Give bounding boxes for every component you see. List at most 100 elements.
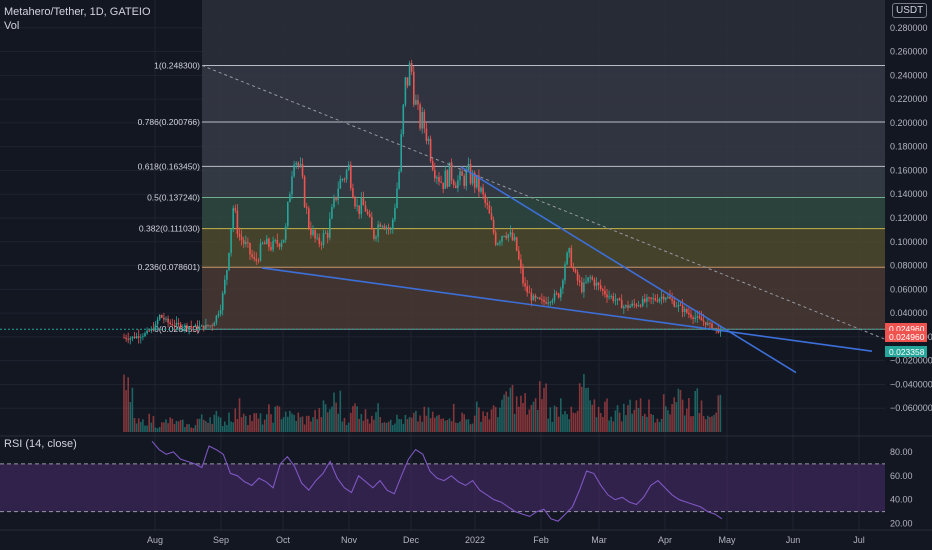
time-axis[interactable]: Aug Sep Oct Nov Dec 2022 Feb Mar Apr May Jun Jul [0,529,932,545]
volume-bar [324,404,327,432]
volume-bar [526,414,528,432]
candle-body [322,233,325,245]
volume-bar [465,419,468,432]
time-tick-label: Jun [786,535,801,545]
candle-body [194,325,197,327]
candle-body [360,198,363,214]
volume-bar [228,412,230,432]
volume-bar [232,422,234,432]
candle-body [612,296,615,301]
candle-body [457,180,459,189]
candle-body [467,163,470,171]
candle-body [490,213,493,220]
candle-body [245,241,247,245]
fib-zone [202,166,885,198]
volume-bar [408,416,411,432]
volume-bar [551,421,554,432]
candle-body [667,296,669,298]
candle-body [293,164,295,177]
candle-body [213,322,216,327]
candle-body [316,237,318,239]
candle-body [581,282,583,293]
candle-body [287,202,289,227]
candle-body [669,296,671,299]
candle-body [560,288,562,298]
candle-body [375,236,377,239]
volume-bar [612,421,615,432]
volume-bar [585,388,587,432]
volume-bar [606,398,608,432]
fib-level-label: 0.5(0.137240) [147,193,200,203]
candle-body [253,256,255,259]
volume-bar [186,424,188,432]
candle-body [696,316,699,318]
volume-bar [604,401,606,432]
candle-body [249,242,251,255]
candle-body [320,244,323,245]
candle-body [595,282,598,286]
volume-bar [203,419,205,432]
candle-body [221,293,224,311]
candle-body [184,325,186,328]
candle-body [532,295,535,301]
candle-body [192,326,195,328]
upper-trendline [460,166,797,374]
volume-bar [375,412,377,432]
candle-body [469,163,472,184]
candle-body [536,297,539,299]
candle-body [251,254,253,257]
volume-bar [140,421,142,432]
candle-body [639,305,642,307]
candle-body [232,208,234,229]
volume-bar [379,416,381,432]
candle-body [578,280,581,283]
volume-bar [530,405,533,432]
volume-bar [297,412,300,432]
volume-bar [234,408,237,432]
volume-bar [154,427,157,432]
candle-body [448,162,451,187]
candle-body [345,170,348,180]
candle-body [566,252,568,265]
volume-bar [503,394,505,432]
volume-bar [578,383,581,432]
volume-bar [662,394,665,432]
candle-body [396,188,398,208]
candle-body [331,207,333,219]
rsi-label: RSI (14, close) [4,438,77,450]
volume-bar [587,387,589,432]
candle-body [263,242,266,245]
volume-bar [589,400,591,432]
volume-bar [669,414,671,432]
volume-bar [326,412,329,432]
volume-bar [507,396,510,432]
volume-bar [564,411,566,432]
currency-badge[interactable]: USDT [892,3,928,18]
volume-bar [698,413,701,432]
candle-body [660,296,663,299]
rsi-pane[interactable]: 80.00 60.00 40.00 20.00 [0,435,932,529]
candle-body [635,304,638,307]
candle-body [557,293,560,298]
volume-bar [440,418,442,432]
volume-bar [381,423,384,432]
candle-body [207,324,209,326]
candle-body [486,202,489,206]
fib-retracement[interactable]: 1(0.248300) 0.786(0.200766) 0.618(0.163450… [138,0,885,334]
volume-bar [318,408,321,432]
drawn-trendlines[interactable] [0,65,886,374]
volume-bar [308,415,310,432]
candle-body [154,324,157,331]
candle-body [553,293,556,301]
volume-bar [656,418,659,432]
price-axis[interactable]: 0.280000 0.260000 0.240000 0.220000 0.200000… [885,0,932,550]
volume-bar [276,405,279,432]
candle-body [274,239,276,241]
volume-bar [245,415,247,432]
volume-bar [650,414,652,432]
volume-bar [131,387,134,432]
rsi-line [151,440,723,522]
candle-body [415,100,417,105]
rsi-tick-label: 40.00 [890,495,913,505]
